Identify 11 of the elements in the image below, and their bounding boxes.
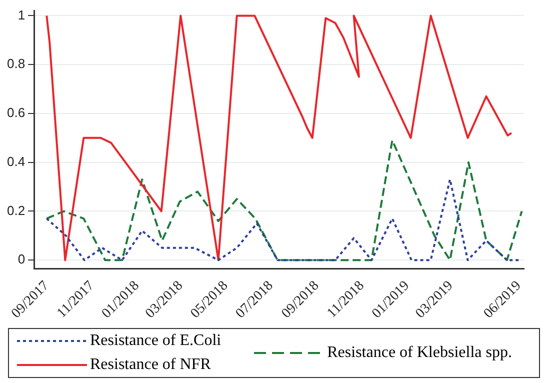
legend-label: Resistance of Klebsiella spp.: [327, 344, 512, 362]
line-series: [46, 139, 523, 262]
y-tick-label: 1: [18, 7, 26, 22]
legend-label: Resistance of E.Coli: [90, 332, 222, 350]
y-tick-label: 0.2: [6, 202, 26, 218]
y-tick-label: 0.4: [6, 154, 26, 169]
y-tick-label: 0.6: [6, 105, 26, 120]
line-series: [46, 178, 520, 262]
y-tick-label: 0: [18, 252, 26, 267]
legend-label: Resistance of NFR: [90, 356, 211, 374]
y-tick-label: 0.8: [6, 56, 26, 72]
